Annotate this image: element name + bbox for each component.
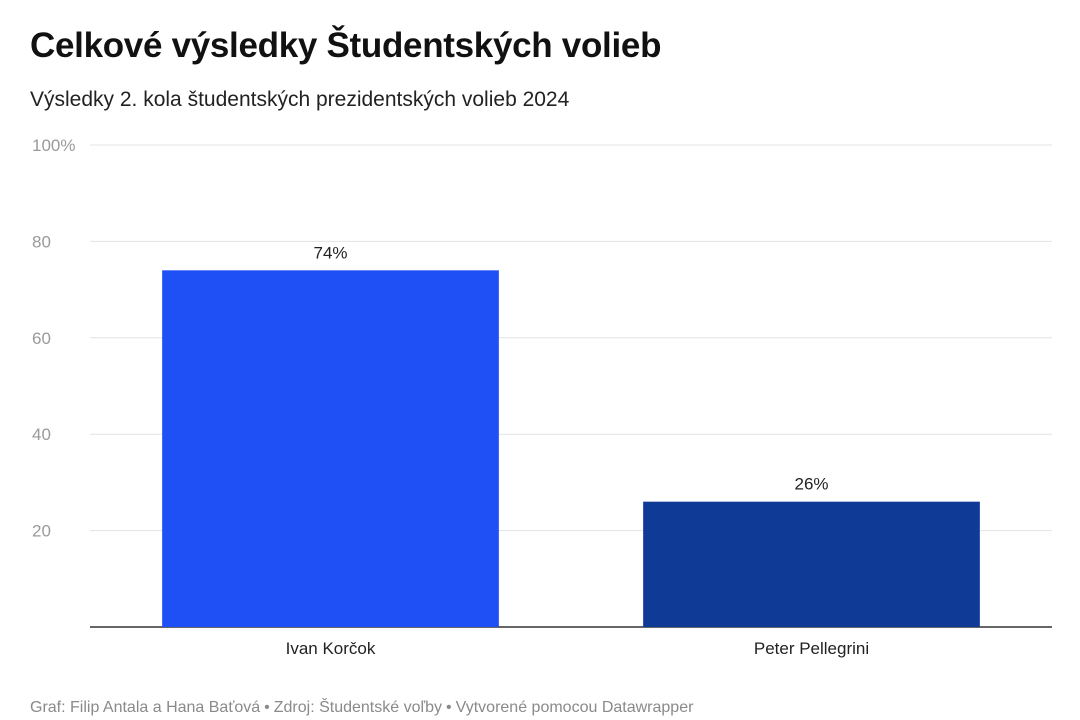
y-tick-label: 20 — [32, 522, 51, 541]
bar — [643, 501, 980, 627]
footer-separator: • — [264, 699, 270, 716]
y-tick-label: 40 — [32, 425, 51, 444]
footer-source: Zdroj: Študentské voľby — [273, 699, 443, 716]
labels: 20 40 60 80 100% 74% Ivan Korčok 26% Peter Pelle… — [32, 136, 869, 658]
bar — [162, 270, 499, 627]
bars — [162, 270, 980, 627]
chart-subtitle: Výsledky 2. kola študentských prezidents… — [30, 88, 570, 111]
x-tick-label: Ivan Korčok — [286, 639, 376, 658]
bar-chart: 20 40 60 80 100% 74% Ivan Korčok 26% Peter Pelle… — [32, 136, 1052, 658]
chart-footer: Graf: Filip Antala a Hana Baťová • Zdroj: … — [30, 699, 693, 717]
footer-author: Graf: Filip Antala a Hana Baťová — [30, 699, 261, 716]
y-tick-label: 60 — [32, 329, 51, 348]
data-label: 26% — [794, 475, 828, 494]
y-tick-label: 80 — [32, 232, 51, 251]
footer-tool: Vytvorené pomocou Datawrapper — [455, 699, 694, 716]
footer-separator: • — [446, 699, 452, 716]
chart-title: Celkové výsledky Študentských volieb — [30, 26, 662, 65]
y-tick-label: 100% — [32, 136, 75, 155]
data-label: 74% — [313, 243, 347, 262]
x-tick-label: Peter Pellegrini — [754, 639, 869, 658]
